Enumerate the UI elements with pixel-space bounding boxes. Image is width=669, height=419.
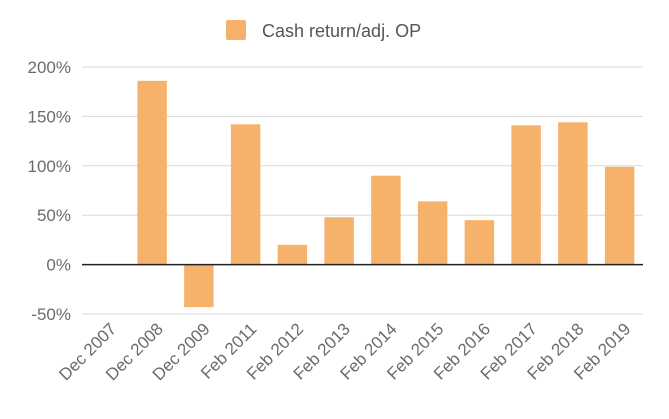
gridlines [82, 66, 643, 315]
bar [137, 80, 167, 265]
bar [604, 166, 635, 265]
y-tick-label: 150% [28, 107, 71, 126]
y-tick-label: 200% [28, 58, 71, 77]
bar [511, 125, 541, 265]
legend: Cash return/adj. OP [226, 20, 421, 41]
y-axis: 200% 150% 100% 50% 0% -50% [28, 58, 71, 324]
legend-label: Cash return/adj. OP [262, 21, 421, 41]
y-tick-label: 100% [28, 157, 71, 176]
bar [417, 201, 448, 265]
y-tick-label: -50% [31, 305, 71, 324]
y-tick-label: 0% [46, 256, 71, 275]
bar [230, 124, 261, 265]
bar [324, 217, 354, 265]
bars [82, 80, 643, 308]
bar [558, 122, 588, 265]
bar [184, 264, 214, 308]
bar [464, 220, 495, 265]
legend-swatch [226, 20, 246, 40]
bar [371, 175, 401, 265]
bar [277, 244, 308, 265]
y-tick-label: 50% [37, 206, 71, 225]
